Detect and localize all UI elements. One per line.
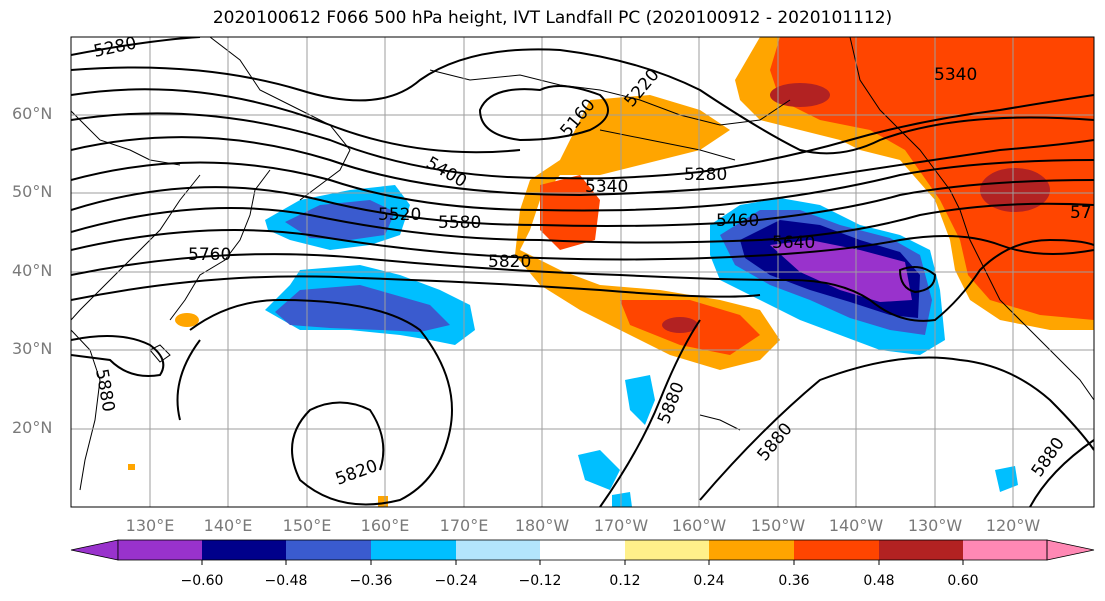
- contour-label: 5520: [378, 205, 421, 225]
- contour-label: 5760: [188, 245, 231, 265]
- colorbar-extend-high: [1046, 539, 1095, 561]
- lat-label: 30°N: [12, 339, 53, 358]
- lat-label: 40°N: [12, 261, 53, 280]
- colorbar-tick-label: −0.24: [434, 573, 478, 589]
- contour-label: 5280: [684, 165, 727, 185]
- lon-label: 180°W: [514, 516, 570, 535]
- map-frame: [70, 36, 1095, 508]
- lon-label: 130°W: [907, 516, 963, 535]
- lon-label: 140°E: [203, 516, 253, 535]
- colorbar-tick-label: 0.48: [863, 573, 895, 589]
- lon-label: 150°E: [282, 516, 332, 535]
- lon-label: 160°W: [671, 516, 727, 535]
- colorbar-tick-label: 0.24: [693, 573, 725, 589]
- colorbar-tick-label: −0.48: [264, 573, 308, 589]
- contour-label: 5340: [585, 177, 628, 197]
- colorbar-bin: [456, 540, 540, 560]
- lon-label: 160°E: [360, 516, 410, 535]
- contour-label: 5820: [488, 252, 531, 272]
- contour-label: 5640: [772, 233, 815, 253]
- colorbar-tick-label: 0.12: [609, 573, 641, 589]
- contour-label: 57: [1070, 203, 1092, 223]
- colorbar-bin: [202, 540, 286, 560]
- height-contours: [71, 37, 1094, 507]
- colorbar-tick-label: −0.60: [180, 573, 224, 589]
- lon-label: 130°E: [125, 516, 175, 535]
- lon-label: 170°E: [439, 516, 489, 535]
- colorbar-bin: [879, 540, 963, 560]
- colorbar-bin: [540, 540, 625, 560]
- contour-labels: 5280 5160 5220 5340 5280 5400 5340 5520 …: [91, 37, 1092, 490]
- lat-label: 20°N: [12, 418, 53, 437]
- map-title: 2020100612 F066 500 hPa height, IVT Land…: [212, 8, 893, 28]
- lat-label: 50°N: [12, 182, 53, 201]
- colorbar: [70, 539, 1095, 565]
- colorbar-tick-label: 0.36: [778, 573, 810, 589]
- colorbar-bin: [794, 540, 879, 560]
- colorbar-bin: [371, 540, 456, 560]
- lat-label: 60°N: [12, 104, 53, 123]
- colorbar-tick-label: 0.60: [947, 573, 979, 589]
- colorbar-bin: [286, 540, 371, 560]
- colorbar-bin: [625, 540, 709, 560]
- colorbar-bin: [709, 540, 794, 560]
- lon-label: 170°W: [593, 516, 649, 535]
- contour-label: 5340: [934, 65, 977, 85]
- graticule: [71, 37, 1094, 507]
- lon-label: 140°W: [828, 516, 884, 535]
- colorbar-tick-label: −0.12: [518, 573, 562, 589]
- lon-label: 120°W: [985, 516, 1041, 535]
- contour-label: 5580: [438, 213, 481, 233]
- colorbar-bin: [118, 540, 202, 560]
- colorbar-tick-label: −0.36: [349, 573, 393, 589]
- contour-label: 5460: [716, 211, 759, 231]
- lon-label: 150°W: [750, 516, 806, 535]
- colorbar-bin: [963, 540, 1047, 560]
- colorbar-extend-low: [70, 539, 119, 561]
